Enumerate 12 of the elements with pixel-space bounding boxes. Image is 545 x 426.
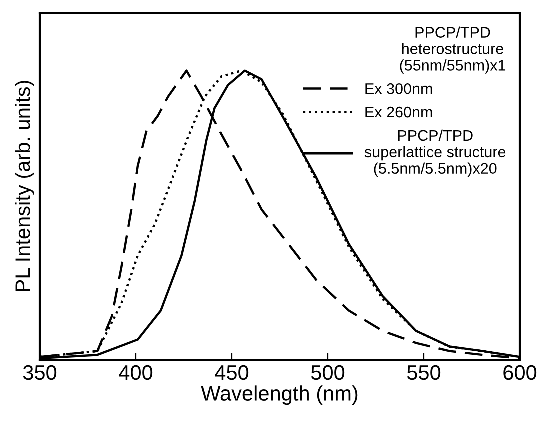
- x-tick-label: 450: [215, 365, 249, 380]
- legend-label: Ex 300nm: [366, 83, 432, 94]
- x-tick-label: 500: [311, 365, 345, 380]
- legend-title: PPCP/TPD heterostructure (55nm/55nm)x1: [400, 26, 506, 74]
- x-tick-label: 350: [23, 365, 57, 380]
- legend-label: Ex 260nm: [366, 106, 432, 118]
- x-tick-label: 400: [119, 365, 153, 380]
- text: PPCP/TPD superlattice structure (5.5nm/5.5nm)x20: [364, 130, 506, 178]
- x-axis-title: Wavelength (nm): [201, 386, 358, 406]
- y-axis-title: PL Intensity (arb. units): [15, 81, 34, 292]
- x-tick-label: 550: [407, 365, 441, 380]
- x-tick-label: 600: [504, 365, 537, 380]
